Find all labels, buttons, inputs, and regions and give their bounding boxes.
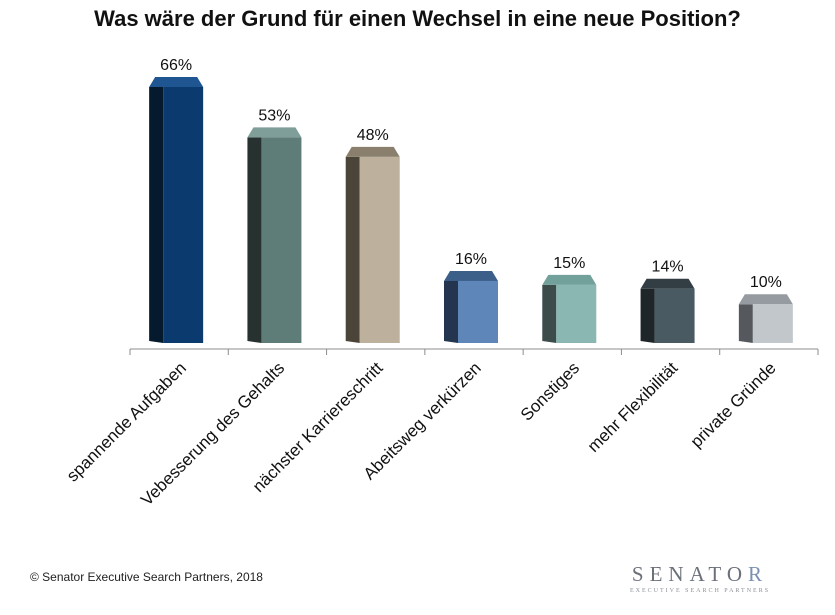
data-label: 14%	[652, 259, 684, 276]
chart-title: Was wäre der Grund für einen Wechsel in …	[94, 6, 741, 31]
senator-logo: SENATOR EXECUTIVE SEARCH PARTNERS	[610, 562, 790, 594]
bar	[359, 156, 400, 343]
data-label: 15%	[553, 255, 585, 272]
logo-text: SENATO	[631, 562, 749, 586]
bar-side	[542, 284, 557, 343]
data-label: 53%	[258, 107, 290, 124]
bars-group: 66% 53% 48% 16% 15% 14% 10%	[149, 57, 793, 343]
bar-side	[444, 280, 458, 343]
bar-top	[247, 127, 302, 138]
bar-top	[345, 146, 400, 157]
x-axis	[129, 348, 819, 355]
bar-top	[149, 77, 204, 87]
bar	[654, 288, 695, 343]
copyright-notice: © Senator Executive Search Partners, 201…	[30, 570, 263, 584]
bar-top	[738, 294, 793, 305]
bar	[261, 137, 302, 343]
bar-top	[542, 274, 597, 285]
x-tick-label: Sonstiges	[517, 358, 583, 424]
bar-side	[738, 304, 753, 343]
bar	[752, 304, 793, 343]
bar-side	[640, 288, 655, 343]
bar-side	[149, 87, 164, 343]
bar	[556, 284, 597, 343]
bar-top	[444, 270, 498, 281]
data-label: 48%	[357, 127, 389, 144]
logo-accent-letter: R	[748, 562, 769, 586]
x-tick-label: private Gründe	[687, 358, 780, 451]
bar-side	[345, 156, 360, 343]
data-label: 10%	[750, 274, 782, 291]
data-label: 16%	[455, 251, 487, 268]
logo-subtitle: EXECUTIVE SEARCH PARTNERS	[629, 588, 771, 594]
bar-top	[640, 278, 695, 289]
bar	[458, 280, 498, 343]
bar	[163, 87, 204, 343]
bar-side	[247, 137, 262, 343]
x-tick-label: mehr Flexibilität	[584, 358, 682, 456]
data-label: 66%	[160, 57, 192, 74]
